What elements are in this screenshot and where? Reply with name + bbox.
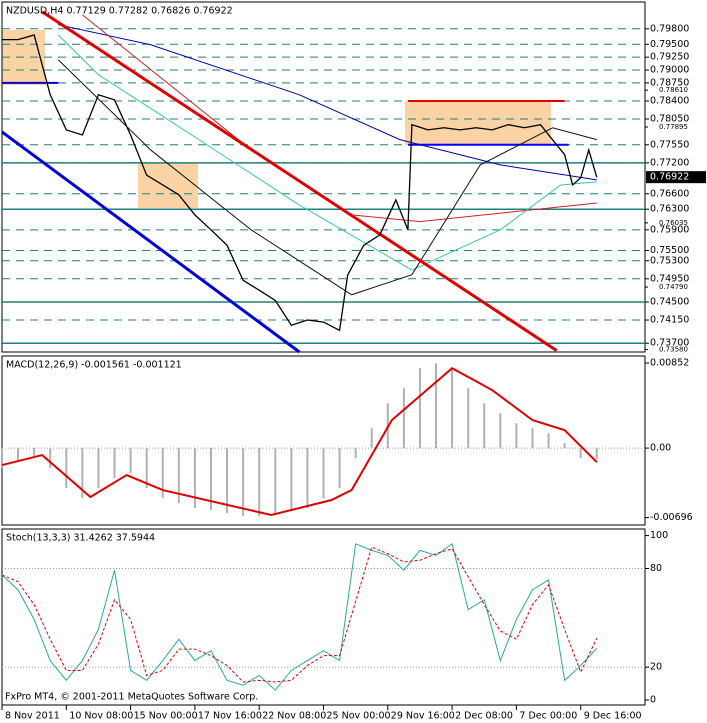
- panel-title: MACD(12,26,9) -0.001561 -0.001121: [6, 360, 182, 371]
- highlight-box: [405, 101, 551, 145]
- x-tick-label: 8 Nov 2011: [5, 711, 60, 722]
- y-tick-label: 0.75900: [650, 224, 689, 235]
- y-tick-label: 0.78050: [650, 114, 689, 125]
- highlight-box: [138, 163, 198, 208]
- y-tick-label: 0.79500: [650, 39, 689, 50]
- y-tick-label: 0.76600: [650, 188, 689, 199]
- y-tick-label: 0.73700: [650, 338, 689, 349]
- y-tick-label: 0.74790: [659, 283, 688, 291]
- y-tick-label: 0.78750: [650, 77, 689, 88]
- y-tick-label: 0.77200: [650, 157, 689, 168]
- series-line: [41, 10, 558, 352]
- x-tick-label: 10 Nov 08:00: [69, 711, 133, 722]
- y-tick-label: 80: [650, 563, 662, 574]
- series-line: [58, 24, 597, 181]
- x-tick-label: 17 Nov 16:00: [198, 711, 262, 722]
- y-tick-label: 0.78610: [659, 86, 688, 94]
- y-tick-label: 0.00: [650, 443, 671, 454]
- panel-title: Stoch(13,3,3) 31.4262 37.5944: [6, 533, 155, 544]
- series-line: [1, 366, 598, 517]
- y-tick-label: 100: [650, 530, 668, 541]
- y-tick-label: 0.76035: [659, 219, 688, 227]
- series-line: [57, 59, 597, 296]
- y-tick-label: 0.76300: [650, 204, 689, 215]
- footer: FxPro MT4, © 2001-2011 MetaQuotes Softwa…: [5, 692, 258, 703]
- y-tick-label: 0.73580: [659, 345, 688, 353]
- x-tick-label: 29 Nov 16:00: [391, 711, 455, 722]
- series-line: [1, 542, 598, 691]
- y-tick-label: 0.79800: [650, 23, 689, 34]
- y-tick-label: 0.74500: [650, 297, 689, 308]
- y-tick-label: 20: [650, 662, 662, 673]
- y-tick-label: 0.77895: [659, 123, 688, 131]
- y-tick-label: 0.77550: [650, 139, 689, 150]
- y-tick-label: 0.00852: [650, 357, 689, 368]
- panel-frame: [1, 355, 646, 526]
- x-tick-label: 25 Nov 00:00: [327, 711, 391, 722]
- panel-frame: [1, 1, 646, 353]
- last-price-box: [646, 171, 706, 184]
- y-tick-label: 0.78400: [650, 95, 689, 106]
- y-tick-label: 0.75500: [650, 245, 689, 256]
- last-price-label: 0.76922: [650, 172, 689, 183]
- x-tick-label: 2 Dec 08:00: [455, 711, 513, 722]
- series-line: [2, 34, 598, 332]
- y-tick-label: 0: [650, 695, 656, 706]
- y-tick-label: -0.00696: [650, 512, 693, 523]
- y-tick-label: 0.79250: [650, 52, 689, 63]
- series-line: [1, 130, 301, 354]
- series-line: [57, 34, 597, 271]
- x-tick-label: 9 Dec 16:00: [584, 711, 642, 722]
- y-tick-label: 0.74950: [650, 273, 689, 284]
- panel-title: NZDUSD,H4 0.77129 0.77282 0.76826 0.7692…: [6, 6, 233, 17]
- x-tick-label: 7 Dec 00:00: [519, 711, 577, 722]
- y-tick-label: 0.79000: [650, 65, 689, 76]
- y-tick-label: 0.75300: [650, 255, 689, 266]
- x-tick-label: 15 Nov 00:00: [134, 711, 198, 722]
- y-tick-label: 0.74150: [650, 315, 689, 326]
- x-tick-label: 22 Nov 08:00: [262, 711, 326, 722]
